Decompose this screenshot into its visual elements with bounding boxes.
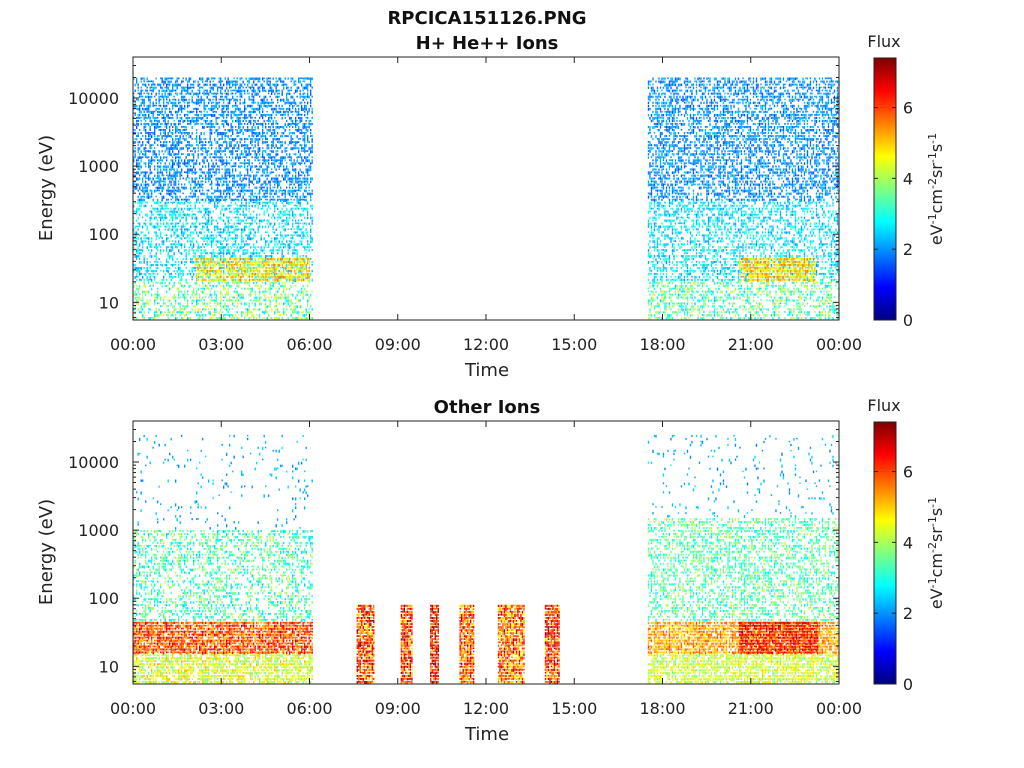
x-tick-label: 12:00 <box>463 335 509 354</box>
flux-region <box>498 605 525 684</box>
flux-region <box>133 530 313 622</box>
x-tick-label: 00:00 <box>816 699 862 718</box>
colorbar-tick-label: 6 <box>903 463 913 482</box>
panel-title: Other Ions <box>434 397 541 418</box>
colorbar-units: eV-1cm-2sr-1s-1 <box>926 497 946 609</box>
flux-region <box>133 282 313 321</box>
colorbar-title: Flux <box>867 396 900 415</box>
x-tick-label: 21:00 <box>728 335 774 354</box>
flux-region <box>195 258 310 282</box>
flux-region <box>401 605 413 684</box>
colorbar-scale <box>874 58 896 320</box>
x-tick-label: 03:00 <box>198 335 244 354</box>
y-axis-label: Energy (eV) <box>36 135 57 241</box>
y-tick-label: 10 <box>99 657 119 676</box>
y-tick-label: 10000 <box>68 453 119 472</box>
y-tick-label: 1000 <box>78 521 119 540</box>
colorbar-tick-label: 0 <box>903 311 913 330</box>
colorbar-tick-label: 4 <box>903 169 913 188</box>
flux-region <box>133 622 313 655</box>
flux-region <box>648 654 840 684</box>
x-tick-label: 00:00 <box>816 335 862 354</box>
x-tick-label: 09:00 <box>375 699 421 718</box>
flux-region <box>133 654 313 684</box>
x-tick-label: 18:00 <box>639 699 685 718</box>
panel-title: H+ He++ Ions <box>416 33 559 54</box>
flux-region <box>545 605 560 685</box>
y-axis-label: Energy (eV) <box>36 499 57 605</box>
colorbar-tick-label: 2 <box>903 604 913 623</box>
flux-region <box>136 435 313 530</box>
y-tick-label: 10 <box>99 293 119 312</box>
x-tick-label: 06:00 <box>286 335 332 354</box>
flux-region <box>133 78 313 203</box>
colorbar-tick-label: 0 <box>903 675 913 694</box>
flux-region <box>648 435 840 518</box>
y-tick-label: 100 <box>88 225 119 244</box>
colorbar-title: Flux <box>867 32 900 51</box>
flux-region <box>133 202 313 282</box>
flux-region <box>460 605 475 684</box>
flux-region <box>430 605 439 684</box>
flux-region <box>648 282 840 321</box>
spectrogram-heatmap <box>133 78 840 321</box>
x-axis-label: Time <box>464 724 509 745</box>
colorbar: Flux 0 2 4 6 eV-1cm-2sr-1s-1 <box>867 396 946 694</box>
colorbar-scale <box>874 422 896 684</box>
y-tick-label: 10000 <box>68 89 119 108</box>
colorbar-tick-label: 6 <box>903 99 913 118</box>
x-tick-label: 09:00 <box>375 335 421 354</box>
flux-region <box>648 78 840 203</box>
flux-region <box>357 605 375 685</box>
x-tick-label: 03:00 <box>198 699 244 718</box>
colorbar-tick-label: 4 <box>903 533 913 552</box>
figure-title: RPCICA151126.PNG <box>387 8 586 29</box>
x-axis-label: Time <box>464 360 509 381</box>
x-tick-label: 15:00 <box>551 335 597 354</box>
x-tick-label: 06:00 <box>286 699 332 718</box>
flux-region <box>648 518 840 622</box>
x-tick-label: 21:00 <box>728 699 774 718</box>
x-tick-label: 12:00 <box>463 699 509 718</box>
x-tick-label: 18:00 <box>639 335 685 354</box>
flux-region <box>739 258 815 282</box>
y-tick-label: 1000 <box>78 157 119 176</box>
colorbar: Flux 0 2 4 6 eV-1cm-2sr-1s-1 <box>867 32 946 330</box>
colorbar-tick-label: 2 <box>903 240 913 259</box>
colorbar-units: eV-1cm-2sr-1s-1 <box>926 133 946 245</box>
spectrogram-figure: RPCICA151126.PNG H+ He++ Ions 00:00 03:00… <box>0 0 1024 768</box>
spectrogram-heatmap <box>133 435 840 684</box>
panel-h-he-ions: H+ He++ Ions 00:00 03:00 06:00 09:00 12:00 15… <box>36 32 946 381</box>
x-tick-label: 00:00 <box>110 335 156 354</box>
y-tick-label: 100 <box>88 589 119 608</box>
x-tick-label: 00:00 <box>110 699 156 718</box>
x-tick-label: 15:00 <box>551 699 597 718</box>
panel-other-ions: Other Ions 00:00 03:00 06:00 09:00 12:00 15:0… <box>36 396 946 745</box>
